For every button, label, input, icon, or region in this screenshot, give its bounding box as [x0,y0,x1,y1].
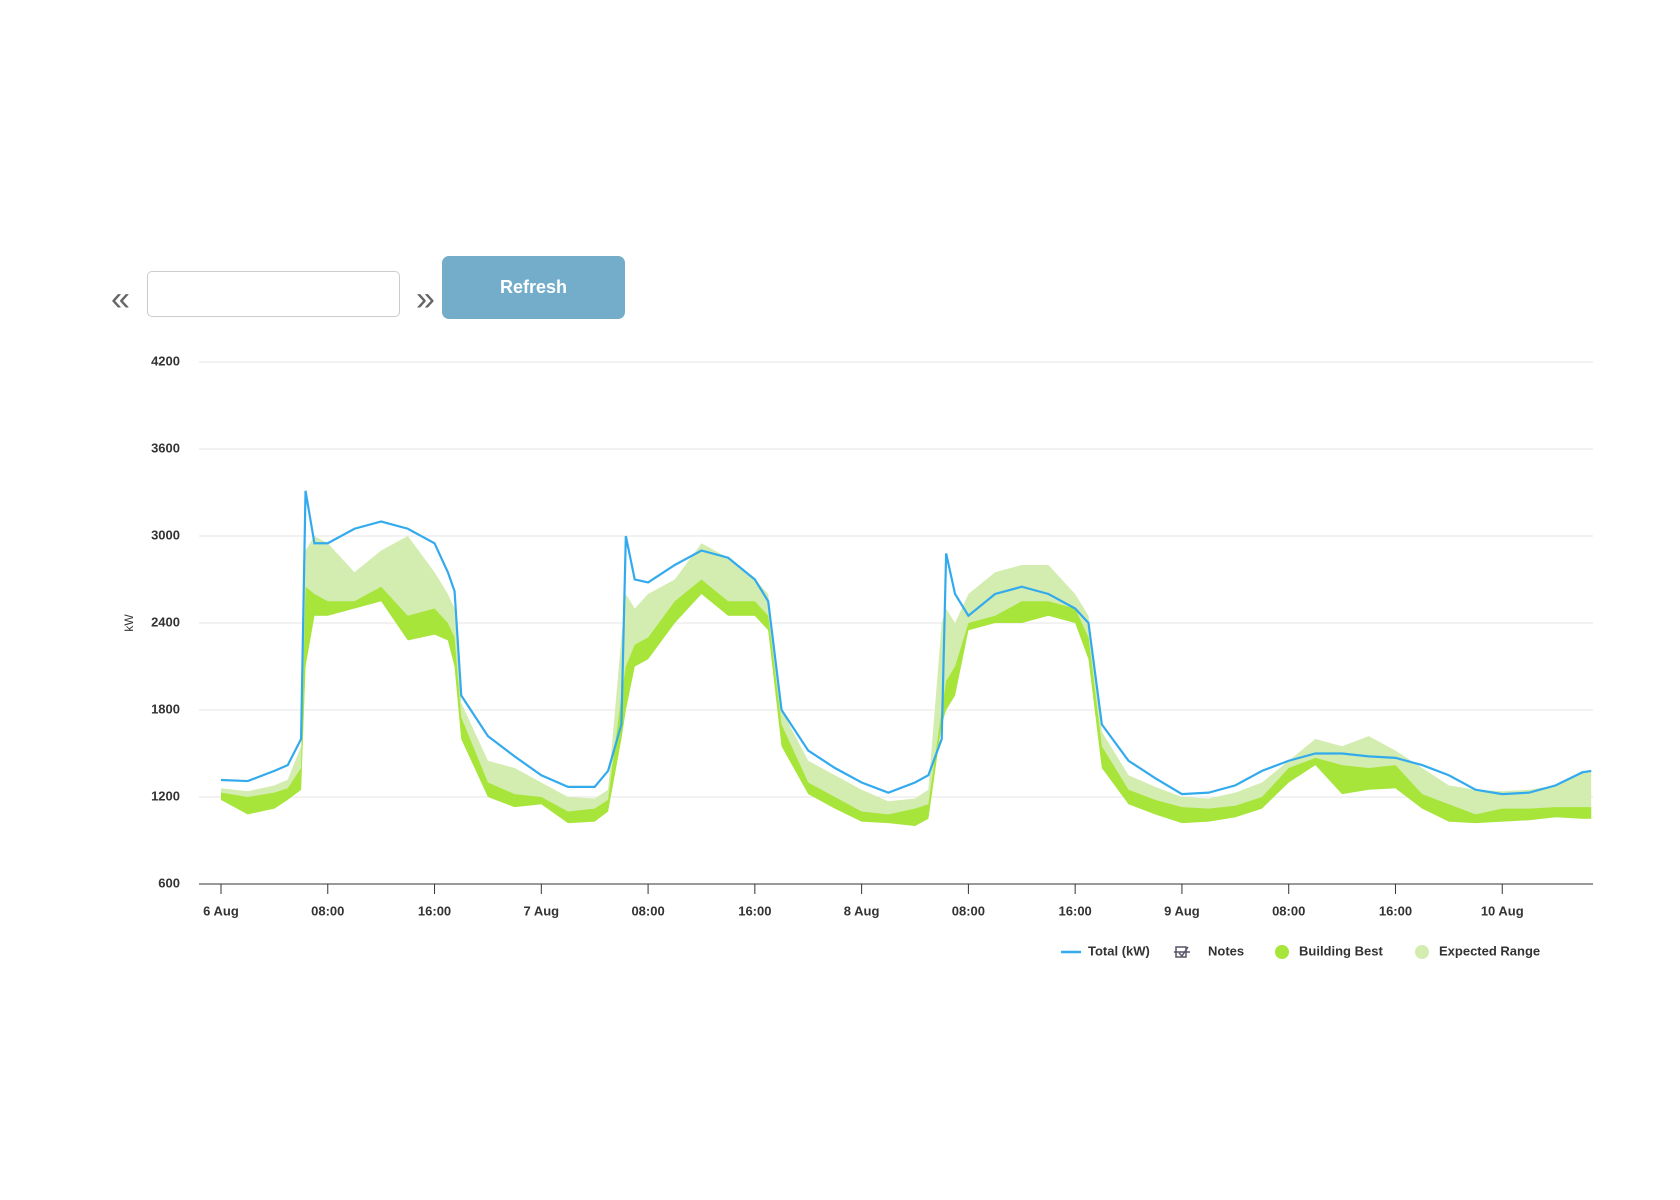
legend-label: Notes [1208,943,1244,958]
band-area [221,536,1592,826]
x-tick-label: 08:00 [311,903,344,918]
prev-arrow[interactable]: « [111,280,130,318]
y-tick-label: 3600 [151,440,180,455]
total-line [220,490,1592,796]
x-tick-label: 08:00 [1272,903,1305,918]
y-axis-title: kW [122,614,136,632]
refresh-button[interactable]: Refresh [442,256,625,319]
x-tick-label: 8 Aug [844,903,880,918]
y-tick-label: 600 [158,875,180,890]
x-tick-label: 16:00 [738,903,771,918]
x-tick-label: 6 Aug [203,903,239,918]
x-tick-label: 7 Aug [523,903,559,918]
y-tick-label: 2400 [151,614,180,629]
x-tick-label: 08:00 [952,903,985,918]
x-tick-label: 16:00 [1379,903,1412,918]
y-tick-label: 1200 [151,788,180,803]
legend-label[interactable]: Building Best [1299,943,1383,958]
legend-label[interactable]: Expected Range [1439,943,1540,958]
y-tick-label: 1800 [151,701,180,716]
x-tick-label: 08:00 [631,903,664,918]
band-area [221,579,1592,826]
date-input[interactable] [147,271,400,317]
x-tick-label: 16:00 [418,903,451,918]
x-tick-label: 9 Aug [1164,903,1200,918]
x-tick-label: 10 Aug [1481,903,1524,918]
y-tick-label: 3000 [151,527,180,542]
notes-icon-check [1174,946,1190,958]
y-tick-label: 4200 [151,353,180,368]
legend-swatch [1415,945,1429,959]
x-tick-label: 16:00 [1059,903,1092,918]
legend-swatch [1275,945,1289,959]
next-arrow[interactable]: » [416,280,435,318]
legend-label[interactable]: Total (kW) [1088,943,1150,958]
